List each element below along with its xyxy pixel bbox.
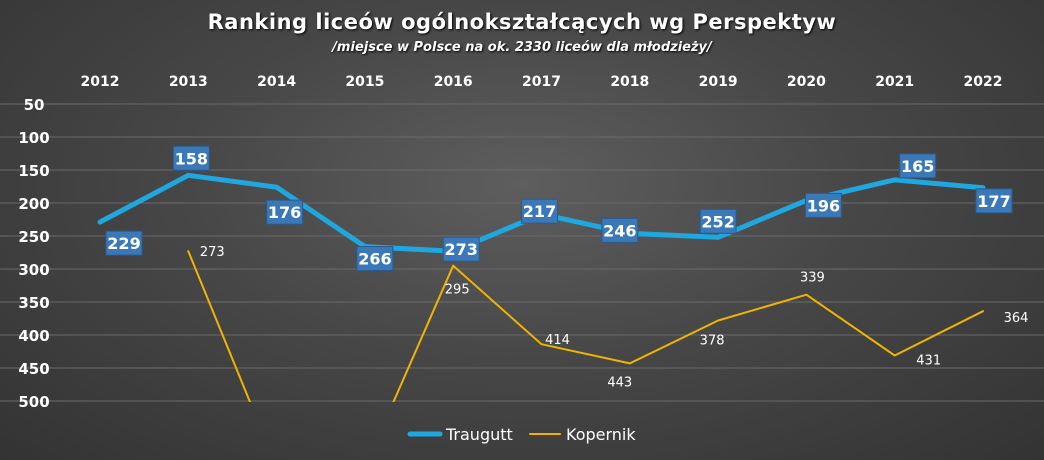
y-tick-label: 400 [18,327,49,345]
y-tick-label: 50 [24,96,45,114]
data-label-box [899,153,937,179]
x-tick-label: 2015 [345,74,384,90]
data-label-traugutt: 165 [901,157,934,176]
data-label-kopernik: 273 [200,245,225,260]
data-label-kopernik: 443 [607,375,632,390]
data-label-kopernik: 295 [445,283,470,298]
data-label-box [105,230,143,256]
legend-label-traugutt: Traugutt [445,425,513,444]
chart-subtitle: /miejsce w Polsce na ok. 2330 liceów dla… [332,40,712,55]
x-tick-label: 2020 [787,74,826,90]
data-label-traugutt: 229 [107,234,140,253]
data-label-traugutt: 176 [268,203,301,222]
data-label-traugutt: 217 [523,202,556,221]
x-tick-label: 2017 [522,74,561,90]
legend: Traugutt Kopernik [407,425,636,444]
data-label-box [356,246,394,272]
x-tick-label: 2021 [875,74,914,90]
x-tick-label: 2019 [699,74,738,90]
x-tick-label: 2018 [610,74,649,90]
data-label-box [699,208,737,234]
y-tick-label: 450 [18,360,49,378]
x-tick-label: 2012 [81,74,120,90]
y-tick-label: 100 [18,129,49,147]
data-label-traugutt: 273 [444,240,477,259]
data-label-kopernik: 364 [1004,311,1029,326]
data-label-traugutt: 158 [175,149,208,168]
data-label-kopernik: 431 [916,353,941,368]
data-label-traugutt: 246 [603,221,636,240]
data-label-box [521,198,558,224]
data-label-traugutt: 196 [807,196,840,215]
y-tick-label: 300 [18,261,49,279]
data-label-box [601,217,639,243]
data-label-traugutt: 177 [977,192,1010,211]
data-label-kopernik: 378 [700,333,725,348]
data-label-traugutt: 266 [358,250,391,269]
chart-title: Ranking liceów ogólnokształcących wg Per… [207,10,837,34]
data-label-box [442,236,480,262]
y-tick-label: 500 [18,393,49,411]
x-tick-label: 2013 [169,74,208,90]
y-tick-label: 150 [18,162,49,180]
y-tick-label: 350 [18,294,49,312]
series-line-kopernik [187,250,984,402]
data-label-box [975,188,1013,214]
y-tick-label: 250 [18,228,49,246]
data-label-kopernik: 414 [545,333,570,348]
data-label-kopernik: 339 [800,271,825,286]
x-tick-label: 2016 [434,74,473,90]
data-label-traugutt: 252 [701,212,734,231]
legend-label-kopernik: Kopernik [566,425,636,444]
x-tick-label: 2014 [257,74,296,90]
y-tick-label: 200 [18,195,49,213]
data-label-box [804,192,842,218]
x-tick-label: 2022 [964,74,1003,90]
data-label-box [266,199,304,225]
data-label-box [172,145,210,171]
